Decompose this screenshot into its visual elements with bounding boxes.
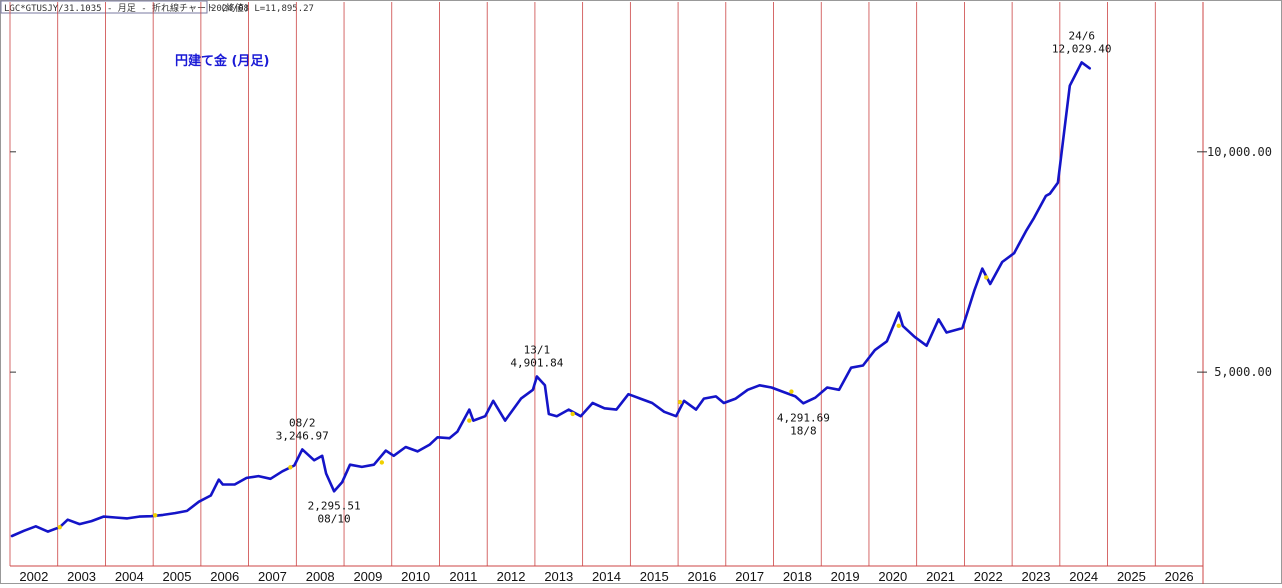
chart-title: 円建て金 (月足): [175, 53, 269, 69]
data-point-marker: [467, 418, 472, 423]
y-tick-layer: 5,000.00 10,000.00: [10, 145, 1272, 379]
x-tick-layer: 2002 2003 2004 2005 2006 2007 2008 2009 2010 2011…: [19, 569, 1193, 584]
annotation-date: 24/6: [1068, 29, 1095, 42]
grid-layer: [9, 2, 1204, 584]
x-tick-label: 2022: [974, 569, 1003, 584]
annotation-layer: 08/23,246.97 08/102,295.51 13/14,901.84 18/…: [276, 29, 1112, 525]
annotation-value: 4,291.69: [777, 411, 830, 424]
series-line: [10, 61, 1091, 538]
marker-layer: [57, 275, 989, 530]
annotation-value: 4,901.84: [510, 356, 563, 369]
x-tick-label: 2010: [401, 569, 430, 584]
data-point-marker: [570, 411, 575, 417]
x-tick-label: 2005: [163, 569, 192, 584]
header-symbol: LGC*GTUSJY/31.1035 - 月足 - 折れ線チャート (終値): [4, 2, 249, 14]
annotation-date: 08/10: [318, 512, 351, 525]
x-tick-label: 2019: [831, 569, 860, 584]
x-tick-label: 2024: [1069, 569, 1098, 584]
annotation-value: 2,295.51: [308, 499, 361, 512]
x-tick-label: 2021: [926, 569, 955, 584]
data-point-marker: [677, 399, 683, 405]
x-tick-label: 2018: [783, 569, 812, 584]
header-symbol-box: [0, 0, 208, 14]
series-layer: [10, 61, 1091, 538]
x-tick-label: 2002: [19, 569, 48, 584]
x-tick-label: 2016: [687, 569, 716, 584]
x-tick-label: 2023: [1022, 569, 1051, 584]
x-tick-label: 2014: [592, 569, 621, 584]
annotation-value: 12,029.40: [1052, 42, 1112, 55]
x-tick-label: 2015: [640, 569, 669, 584]
data-point-marker: [57, 525, 62, 530]
y-tick-label: 5,000.00: [1214, 365, 1272, 379]
annotation-date: 18/8: [790, 424, 817, 437]
x-tick-label: 2026: [1165, 569, 1194, 584]
x-tick-label: 2013: [544, 569, 573, 584]
data-point-marker: [984, 275, 989, 280]
x-tick-label: 2009: [353, 569, 382, 584]
data-point-marker: [379, 460, 385, 465]
annotation-date: 08/2: [289, 416, 316, 429]
x-tick-label: 2012: [497, 569, 526, 584]
data-point-marker: [896, 323, 901, 329]
data-point-marker: [288, 465, 293, 470]
x-tick-label: 2004: [115, 569, 144, 584]
data-point-marker: [789, 389, 794, 394]
x-tick-label: 2007: [258, 569, 287, 584]
x-tick-label: 2011: [449, 569, 477, 584]
data-point-marker: [152, 513, 158, 518]
y-tick-label: 10,000.00: [1207, 145, 1272, 159]
x-tick-label: 2003: [67, 569, 96, 584]
x-tick-label: 2025: [1117, 569, 1146, 584]
x-tick-label: 2006: [210, 569, 239, 584]
x-tick-label: 2008: [306, 569, 335, 584]
annotation-value: 3,246.97: [276, 429, 329, 442]
x-tick-label: 2020: [878, 569, 907, 584]
x-tick-label: 2017: [735, 569, 764, 584]
header-info: 2024/08 L=11,895.27: [211, 4, 314, 14]
annotation-date: 13/1: [524, 343, 551, 356]
